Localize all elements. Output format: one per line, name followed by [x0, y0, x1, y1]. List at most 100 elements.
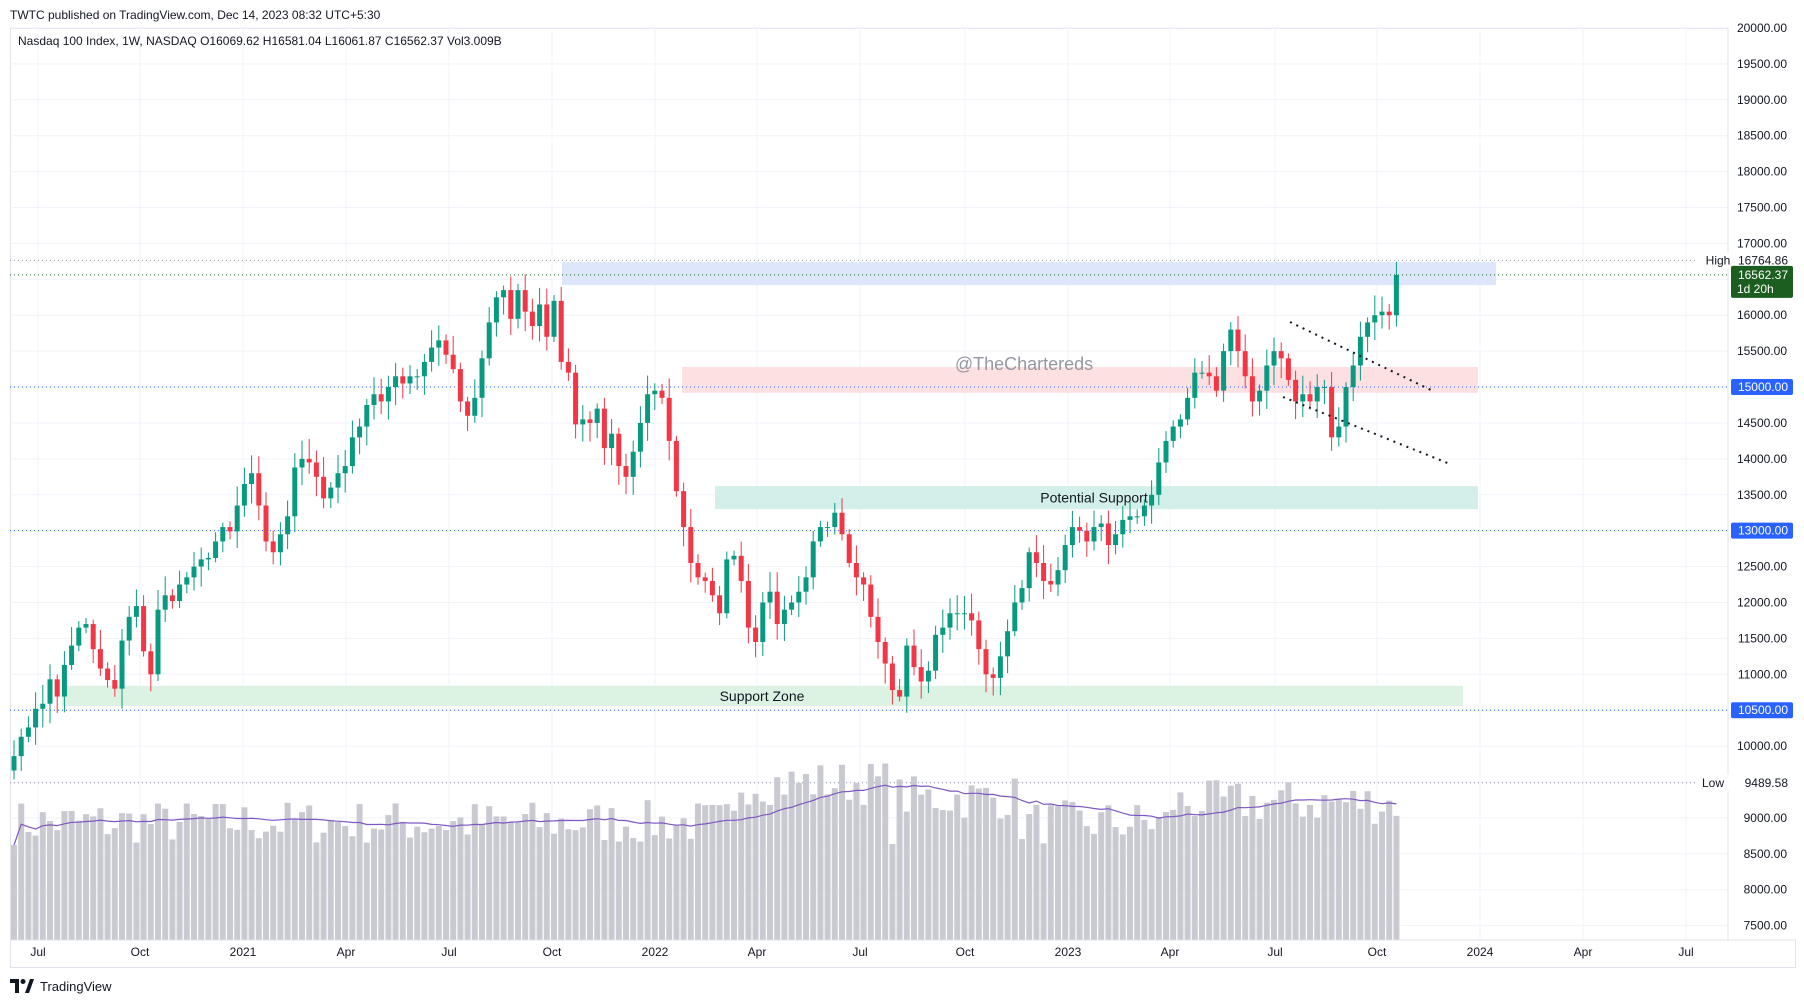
candle-body: [1098, 523, 1104, 528]
candle-body: [1357, 336, 1363, 366]
candle-body: [256, 473, 262, 506]
candle-body: [997, 656, 1003, 678]
volume-bar: [1292, 803, 1299, 940]
channel-lower-line[interactable]: [1282, 396, 1451, 465]
candle-body: [745, 580, 751, 628]
candle-body: [983, 649, 989, 675]
volume-bar: [579, 827, 586, 940]
volume-bar: [1026, 814, 1033, 940]
volume-bar: [889, 844, 896, 940]
volume-bar: [241, 807, 248, 940]
volume-bar: [421, 832, 428, 940]
candle-body: [853, 562, 859, 578]
time-axis[interactable]: Jul Oct 2021 Apr Jul Oct 2022 Apr Jul Oct 2023 Apr J…: [10, 939, 1796, 959]
volume-bar: [903, 811, 910, 940]
candle-body: [587, 419, 593, 423]
volume-bar: [896, 779, 903, 940]
candle-body: [911, 645, 917, 668]
volume-bar: [968, 785, 975, 940]
candle-body: [551, 300, 557, 337]
volume-bar: [428, 828, 435, 940]
volume-bar: [1271, 799, 1277, 940]
y-tick-label: 19500.00: [1737, 57, 1787, 71]
candle-body: [609, 433, 615, 449]
volume-bar: [795, 782, 802, 940]
volume-bar: [867, 763, 874, 940]
candle-body: [11, 756, 17, 771]
volume-bar: [1033, 804, 1040, 940]
x-tick-label: Oct: [956, 945, 975, 959]
candle-body: [537, 304, 543, 327]
candle-body: [378, 394, 384, 402]
price-axis[interactable]: 7500.008000.008500.009000.009500.0010000…: [1727, 21, 1796, 940]
last-price-badge[interactable]: [1731, 265, 1793, 298]
volume-bar: [1062, 800, 1069, 940]
candle-body: [162, 595, 168, 610]
candle-body: [702, 577, 708, 581]
volume-bar: [205, 819, 212, 940]
candle-body: [198, 559, 204, 567]
volume-bar: [90, 816, 97, 940]
low-value: 9489.58: [1745, 776, 1789, 790]
y-tick-label: 12000.00: [1737, 595, 1787, 609]
volume-bar: [313, 842, 320, 940]
volume-bar: [75, 820, 82, 940]
support-zone[interactable]: [62, 685, 1463, 706]
candle-body: [717, 595, 723, 614]
x-tick-label: Apr: [748, 945, 767, 959]
volume-ma-line: [13, 784, 1397, 846]
volume-bar: [731, 810, 737, 940]
candle-body: [112, 680, 118, 689]
volume-bar: [291, 819, 298, 940]
volume-bar: [1091, 833, 1097, 940]
volume-bar: [1155, 817, 1162, 940]
candle-body: [1314, 387, 1320, 402]
candle-body: [558, 300, 564, 362]
candle-body: [760, 602, 766, 642]
candle-body: [393, 376, 399, 388]
volume-bar: [1299, 816, 1306, 940]
candles: [11, 261, 1399, 780]
volume-bar: [947, 810, 953, 940]
candle-body: [1285, 358, 1291, 380]
volume-bar: [443, 830, 449, 940]
candle-body: [933, 634, 939, 671]
candle-body: [1393, 274, 1399, 316]
volume-bar: [320, 832, 327, 940]
volume-bar: [399, 821, 406, 940]
volume-bar: [1220, 796, 1227, 940]
volume-bar: [1350, 790, 1357, 940]
candle-body: [40, 703, 46, 709]
volume-bar: [486, 806, 493, 940]
high-value: 16764.86: [1738, 253, 1788, 267]
volume-bar: [1105, 805, 1112, 940]
resistance-zone[interactable]: [562, 262, 1496, 286]
candle-body: [349, 437, 355, 467]
candle-body: [61, 664, 67, 697]
candle-body: [681, 491, 687, 528]
volume-bar: [111, 828, 118, 940]
footer-brand[interactable]: TradingView: [40, 978, 112, 994]
volume-bar: [219, 804, 226, 940]
y-tick-label: 18000.00: [1737, 165, 1787, 179]
candle-body: [277, 534, 283, 553]
volume-bar: [659, 816, 665, 940]
channel-upper-line[interactable]: [1289, 321, 1436, 393]
candle-body: [1386, 311, 1392, 316]
candle-body: [234, 505, 240, 532]
y-tick-label: 9000.00: [1744, 811, 1788, 825]
candle-body: [882, 641, 888, 664]
candle-body: [342, 466, 348, 474]
volume-bar: [587, 809, 593, 940]
tradingview-logo-icon[interactable]: [10, 979, 34, 993]
volume-bar: [695, 803, 701, 940]
candle-body: [1271, 351, 1277, 366]
candle-body: [1033, 552, 1039, 563]
volume-bar: [1393, 815, 1400, 940]
volume-bar: [925, 789, 932, 940]
volume-bar: [637, 841, 644, 940]
candle-body: [1141, 505, 1147, 517]
potential-support-zone[interactable]: [715, 486, 1478, 510]
countdown-label: 1d 20h: [1737, 282, 1774, 296]
